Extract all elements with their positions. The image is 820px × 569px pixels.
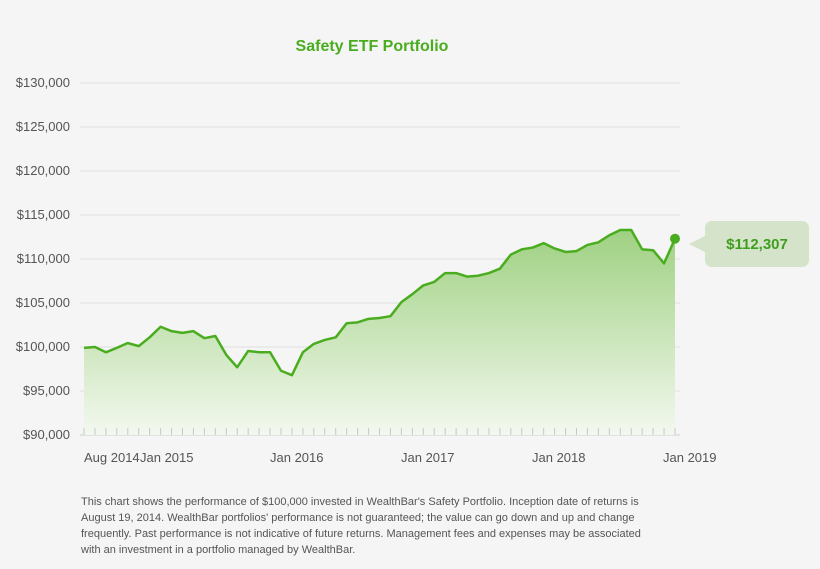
x-tick-label: Jan 2015 [140,450,194,465]
x-tick-label: Aug 2014 [84,450,140,465]
y-tick-label: $95,000 [23,383,70,398]
x-tick-label: Jan 2019 [663,450,717,465]
y-tick-label: $120,000 [16,163,70,178]
disclaimer-footnote: This chart shows the performance of $100… [81,496,641,556]
y-tick-label: $125,000 [16,119,70,134]
final-value-callout: $112,307 [689,221,809,267]
y-tick-label: $90,000 [23,427,70,442]
y-tick-label: $115,000 [17,207,70,222]
area-fill [84,230,675,435]
x-tick-label: Jan 2016 [270,450,324,465]
x-tick-label: Jan 2017 [401,450,455,465]
y-tick-label: $110,000 [17,251,70,266]
y-tick-label: $105,000 [16,295,70,310]
final-value-marker [670,233,680,244]
y-tick-label: $130,000 [16,75,70,90]
chart-title: Safety ETF Portfolio [295,38,449,55]
x-tick-label: Jan 2018 [532,450,586,465]
y-tick-label: $100,000 [16,339,70,354]
